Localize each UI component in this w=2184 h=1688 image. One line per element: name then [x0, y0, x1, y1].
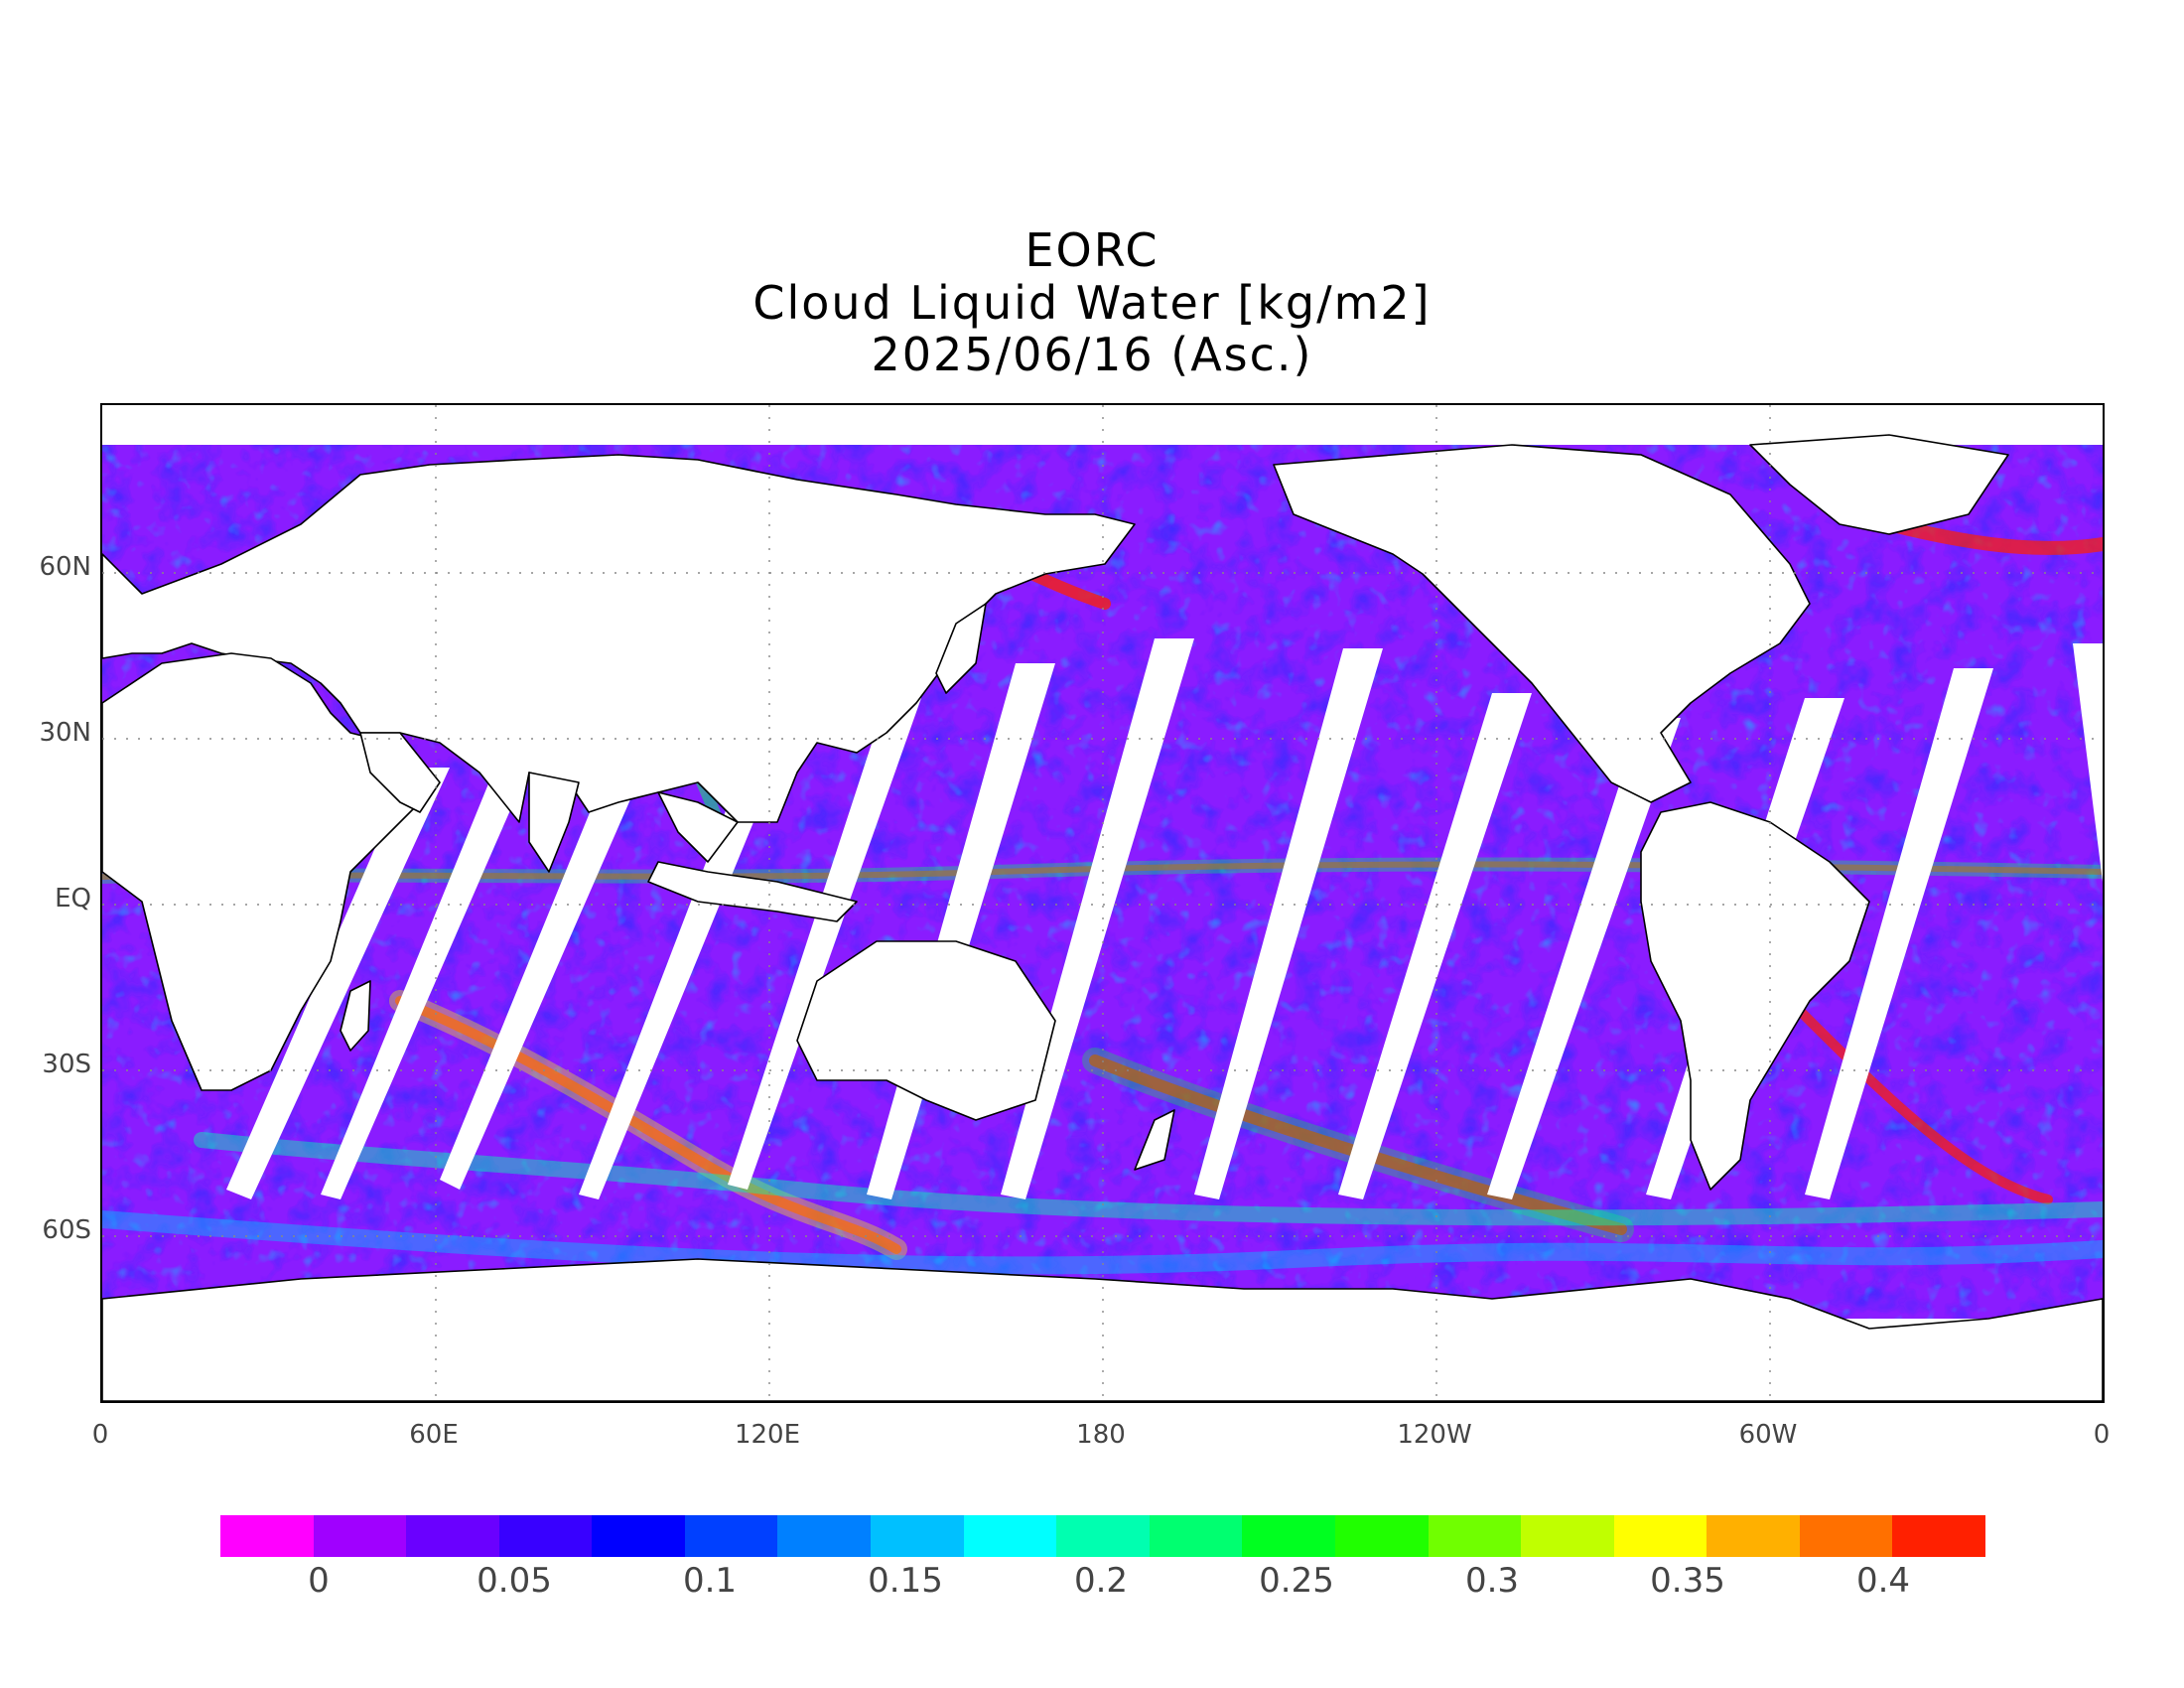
colorbar-segment	[1334, 1515, 1429, 1557]
australia	[796, 940, 1056, 1121]
colorbar-segment	[1521, 1515, 1614, 1557]
arabia	[359, 732, 441, 813]
north-america	[1273, 444, 1811, 803]
title-product: EORC	[1024, 223, 1160, 277]
lon-label-0: 0	[91, 1420, 109, 1450]
orbit-gaps	[226, 638, 2103, 1199]
colorbar-segment	[220, 1515, 314, 1557]
indonesia	[647, 861, 858, 922]
antarctica	[102, 1258, 2103, 1401]
madagascar	[340, 980, 371, 1052]
colorbar	[220, 1515, 1985, 1557]
colorbar-segment	[592, 1515, 685, 1557]
colorbar-segment	[498, 1515, 593, 1557]
colorbar-segment	[1892, 1515, 1985, 1557]
colorbar-tick-label: 0.1	[682, 1561, 738, 1601]
colorbar-tick-label: 0.25	[1259, 1561, 1334, 1601]
lon-label-0-east: 0	[2093, 1420, 2111, 1450]
colorbar-segment	[1149, 1515, 1243, 1557]
lon-label-120w: 120W	[1397, 1420, 1472, 1450]
japan	[935, 603, 987, 694]
colorbar-tick-label: 0.05	[477, 1561, 552, 1601]
lon-label-120e: 120E	[734, 1420, 801, 1450]
title-date: 2025/06/16 (Asc.)	[871, 328, 1313, 381]
africa	[102, 652, 421, 1091]
colorbar-segment	[871, 1515, 964, 1557]
colorbar-tick-label: 0.15	[868, 1561, 943, 1601]
colorbar-segment	[684, 1515, 778, 1557]
colorbar-segment	[1056, 1515, 1150, 1557]
lon-label-180: 180	[1076, 1420, 1126, 1450]
new-zealand	[1134, 1109, 1175, 1171]
colorbar-segment	[963, 1515, 1057, 1557]
lat-label-60s: 60S	[42, 1215, 91, 1245]
southeast-asia	[657, 791, 739, 863]
colorbar-tick-label: 0.3	[1464, 1561, 1520, 1601]
lat-label-30n: 30N	[39, 718, 91, 748]
india	[528, 772, 580, 873]
south-america	[1640, 801, 1870, 1191]
eurasia	[102, 454, 1136, 823]
lat-label-eq: EQ	[55, 884, 91, 914]
colorbar-segment	[313, 1515, 407, 1557]
colorbar-tick-label: 0.2	[1073, 1561, 1129, 1601]
lat-label-30s: 30S	[42, 1050, 91, 1079]
lon-label-60w: 60W	[1738, 1420, 1798, 1450]
map-canvas	[102, 405, 2103, 1401]
map-frame	[100, 403, 2105, 1403]
colorbar-segment	[777, 1515, 872, 1557]
colorbar-segment	[1613, 1515, 1707, 1557]
lat-label-60n: 60N	[39, 552, 91, 582]
colorbar-tick-label: 0	[308, 1561, 330, 1601]
greenland	[1749, 434, 2009, 535]
colorbar-tick-label: 0.4	[1855, 1561, 1911, 1601]
title-variable: Cloud Liquid Water [kg/m2]	[752, 276, 1432, 330]
colorbar-tick-label: 0.35	[1650, 1561, 1725, 1601]
colorbar-segment	[1428, 1515, 1522, 1557]
colorbar-segment	[406, 1515, 499, 1557]
lon-label-60e: 60E	[409, 1420, 459, 1450]
colorbar-segment	[1706, 1515, 1800, 1557]
colorbar-segment	[1799, 1515, 1893, 1557]
landmasses	[102, 434, 2103, 1401]
colorbar-segment	[1242, 1515, 1335, 1557]
